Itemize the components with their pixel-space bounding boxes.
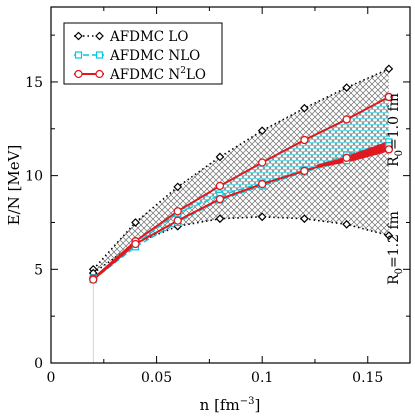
annotation-r0-1-0-end: =1.0 fm <box>386 93 402 150</box>
lo-point <box>257 126 267 136</box>
svg-text:R0=1.0 fm: R0=1.0 fm <box>386 93 405 167</box>
n2lo-point <box>300 135 309 145</box>
axis-tick-labels: 0 0.05 0.1 0.15 0 5 10 15 <box>25 75 383 386</box>
axis-ticks <box>50 7 410 364</box>
legend-marker-circle <box>74 69 83 79</box>
lo-point <box>300 214 309 224</box>
annotation-r0-1-0-base: R <box>386 156 402 167</box>
nlo-band-fill <box>93 96 389 279</box>
x-tick-label: 0 <box>47 370 56 386</box>
annotation-r0-1-2-sub: 0 <box>394 268 405 274</box>
lo-band-fill <box>93 68 389 274</box>
legend-label-n2lo: AFDMC N2LO <box>109 66 206 83</box>
x-axis-label-exponent: −3 <box>240 396 255 407</box>
series-lines <box>92 68 390 281</box>
y-axis-label: E/N [MeV] <box>5 145 23 226</box>
lo-point <box>215 152 225 162</box>
n2lo-point <box>300 166 309 176</box>
n2lo-point <box>342 153 351 162</box>
y-tick-label: 5 <box>34 262 43 278</box>
legend-entry-lo: AFDMC LO <box>74 29 188 45</box>
lo-point <box>384 231 394 240</box>
legend-marker-square <box>74 51 83 59</box>
legend-marker-diamond <box>74 31 104 41</box>
n2lo-upper-line <box>92 96 390 280</box>
legend-label-nlo: AFDMC NLO <box>109 48 200 64</box>
n2lo-point <box>215 181 225 191</box>
uncertainty-bands <box>92 68 389 363</box>
x-tick-label: 0.15 <box>352 370 383 386</box>
n2lo-point <box>342 115 351 124</box>
annotation-r0-1-2-base: R <box>386 274 402 285</box>
lo-point <box>215 214 225 224</box>
x-axis-label: n [fm−3] <box>200 396 261 414</box>
n2lo-point <box>258 158 267 167</box>
annotation-r0-1-0: R0=1.0 fm <box>386 93 405 167</box>
lo-point <box>173 182 183 192</box>
n2lo-point <box>215 194 225 204</box>
svg-text:R0=1.2 fm: R0=1.2 fm <box>386 211 405 285</box>
annotation-r0-1-2: R0=1.2 fm <box>386 211 405 285</box>
n2lo-lower-line <box>92 148 390 281</box>
series-markers <box>88 64 394 284</box>
nlo-upper-line <box>92 141 390 279</box>
y-tick-label: 10 <box>25 169 43 185</box>
n2lo-point <box>258 179 267 189</box>
n2lo-point <box>173 216 182 225</box>
annotation-r0-1-0-sub: 0 <box>394 150 405 156</box>
legend-label-lo: AFDMC LO <box>109 29 188 45</box>
legend: AFDMC LO AFDMC NLO AFDMC N2LO <box>63 22 223 85</box>
n2lo-point <box>173 207 182 216</box>
annotation-r0-1-2-end: =1.2 fm <box>386 211 402 268</box>
lo-point <box>131 218 140 227</box>
y-tick-label: 0 <box>34 356 43 372</box>
lo-point <box>342 83 351 92</box>
legend-entry-nlo: AFDMC NLO <box>74 48 200 64</box>
legend-marker-square <box>95 51 104 59</box>
x-axis-label-base: n [fm <box>200 396 240 414</box>
n2lo-point <box>131 239 140 249</box>
x-tick-label: 0.05 <box>141 370 172 386</box>
n2lo-point <box>89 275 98 284</box>
x-tick-label: 0.1 <box>251 370 273 386</box>
n2lo-point <box>384 92 394 102</box>
lo-point <box>300 103 309 113</box>
x-axis-label-end: ] <box>254 396 260 414</box>
lo-point <box>384 64 394 74</box>
lo-upper-line <box>92 68 390 270</box>
n2lo-fan-line <box>316 140 390 166</box>
lo-point <box>257 212 267 222</box>
n2lo-point <box>384 145 394 154</box>
lo-point <box>342 219 351 229</box>
legend-marker-circle <box>95 69 104 79</box>
plot-frame <box>50 6 411 364</box>
legend-entry-n2lo: AFDMC N2LO <box>74 66 206 83</box>
y-tick-label: 15 <box>25 75 43 91</box>
